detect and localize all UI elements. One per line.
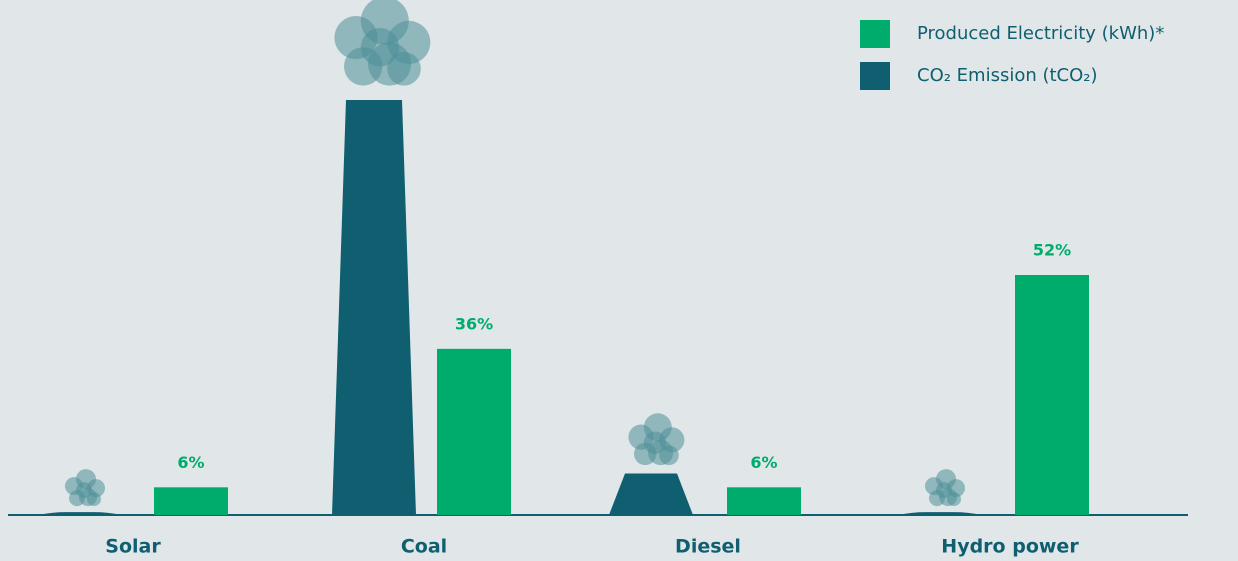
x-tick-label: Coal — [401, 536, 447, 558]
x-tick-label: Solar — [105, 536, 161, 558]
bar — [437, 348, 511, 515]
bar — [898, 512, 982, 515]
smoke — [76, 482, 92, 499]
legend-label: Produced Electricity (kWh)* — [917, 23, 1164, 44]
bar — [332, 100, 416, 515]
value-label: 6% — [177, 453, 204, 472]
smoke — [643, 431, 667, 454]
legend-swatch — [860, 20, 890, 48]
smoke — [947, 492, 961, 507]
bar — [609, 473, 693, 515]
bar — [154, 487, 228, 515]
smoke — [659, 445, 679, 466]
legend-label: CO₂ Emission (tCO₂) — [917, 65, 1098, 86]
x-tick-label: Hydro power — [941, 536, 1079, 558]
bar — [38, 512, 122, 515]
legend-swatch — [860, 62, 890, 90]
value-label: 6% — [750, 453, 777, 472]
x-tick-label: Diesel — [675, 536, 741, 558]
value-label: 36% — [455, 314, 493, 333]
smoke — [360, 28, 400, 67]
smoke — [387, 52, 421, 86]
bar — [727, 487, 801, 515]
value-label: 52% — [1033, 241, 1071, 260]
smoke — [936, 482, 952, 499]
bar — [1015, 275, 1089, 515]
smoke — [87, 492, 101, 507]
